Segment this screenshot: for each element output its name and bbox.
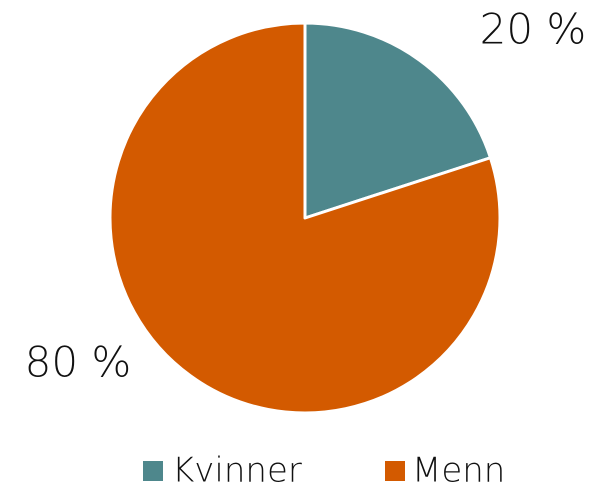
value-label: 80 % xyxy=(25,338,132,387)
legend-label: Menn xyxy=(412,451,505,490)
legend-swatch xyxy=(143,461,163,481)
legend-swatch xyxy=(385,461,405,481)
pie-slice xyxy=(303,21,492,220)
pie-slice xyxy=(108,21,502,415)
legend-label: Kvinner xyxy=(172,451,302,490)
value-label: 20 % xyxy=(480,5,587,54)
